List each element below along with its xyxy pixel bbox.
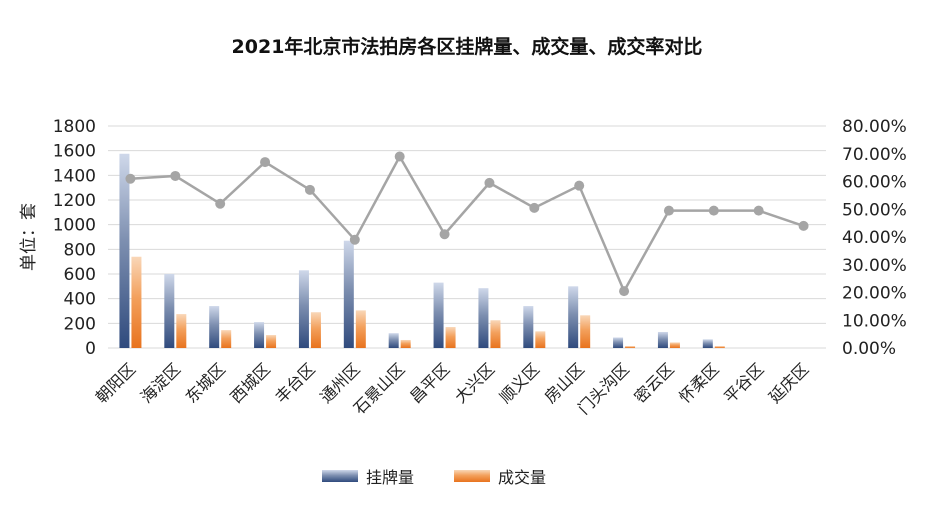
deal-bar xyxy=(176,314,187,348)
y-tick-label: 0 xyxy=(85,339,96,359)
y2-tick-label: 60.00% xyxy=(842,173,907,193)
category-label: 昌平区 xyxy=(406,359,453,406)
category-label: 顺义区 xyxy=(496,359,543,406)
y2-tick-label: 20.00% xyxy=(842,284,907,304)
y-tick-label: 600 xyxy=(64,265,96,285)
deal-bar xyxy=(266,335,277,348)
deal-bar xyxy=(535,331,546,348)
legend: 挂牌量 成交量 xyxy=(322,468,546,487)
listing-bar xyxy=(388,333,399,348)
rate-point xyxy=(484,177,495,188)
y2-tick-label: 10.00% xyxy=(842,311,907,331)
rate-point xyxy=(529,202,540,213)
category-label: 东城区 xyxy=(182,359,229,406)
listing-bar xyxy=(523,306,534,348)
rate-point xyxy=(125,173,136,184)
y-tick-label: 1200 xyxy=(53,191,96,211)
category-label: 大兴区 xyxy=(451,359,498,406)
rate-point xyxy=(708,205,719,216)
deal-bar xyxy=(625,346,636,348)
listing-bar xyxy=(164,274,175,348)
y-tick-label: 1400 xyxy=(53,166,96,186)
legend-label: 挂牌量 xyxy=(366,468,414,487)
listing-bar xyxy=(657,331,668,348)
rate-line xyxy=(125,151,809,297)
category-label: 平谷区 xyxy=(720,359,767,406)
chart-title: 2021年北京市法拍房各区挂牌量、成交量、成交率对比 xyxy=(232,35,703,58)
rate-point xyxy=(260,157,271,168)
category-label: 密云区 xyxy=(630,359,677,406)
y2-tick-label: 70.00% xyxy=(842,145,907,165)
deal-bar xyxy=(669,342,680,348)
deal-bar xyxy=(714,346,725,348)
y-tick-label: 1000 xyxy=(53,216,96,236)
rate-point xyxy=(215,198,226,209)
y-tick-label: 800 xyxy=(64,240,96,260)
category-label: 延庆区 xyxy=(765,359,812,406)
listing-bar xyxy=(254,322,265,348)
category-label: 朝阳区 xyxy=(92,359,139,406)
listing-bar xyxy=(613,337,624,348)
category-label: 怀柔区 xyxy=(675,359,722,406)
deal-bar xyxy=(490,320,501,348)
rate-point xyxy=(574,180,585,191)
y2-tick-label: 80.00% xyxy=(842,117,907,137)
deal-bar xyxy=(131,256,142,348)
deal-bar xyxy=(400,339,411,348)
y-tick-label: 200 xyxy=(64,314,96,334)
deal-bar xyxy=(580,315,591,348)
rate-point xyxy=(753,205,764,216)
rate-point xyxy=(663,205,674,216)
rate-point xyxy=(349,234,360,245)
legend-swatch xyxy=(454,470,490,482)
category-label: 丰台区 xyxy=(271,359,318,406)
y2-tick-label: 0.00% xyxy=(842,339,896,359)
y2-axis-ticks: 0.00% 10.00% 20.00% 30.00% 40.00% 50.00% 60.00… xyxy=(842,117,907,359)
rate-point xyxy=(619,286,630,297)
y2-tick-label: 30.00% xyxy=(842,256,907,276)
deal-bar xyxy=(445,327,456,348)
y-axis-label: 单位：套 xyxy=(19,203,39,271)
rate-line-path xyxy=(130,153,804,294)
bars xyxy=(119,153,725,348)
listing-bar xyxy=(433,282,444,348)
rate-point xyxy=(170,170,181,181)
legend-label: 成交量 xyxy=(498,468,546,487)
listing-bar xyxy=(209,306,220,348)
gridlines xyxy=(108,125,826,349)
category-label: 西城区 xyxy=(227,359,274,406)
y-tick-label: 400 xyxy=(64,290,96,310)
y-tick-label: 1600 xyxy=(53,142,96,162)
x-axis-categories: 朝阳区海淀区东城区西城区丰台区通州区石景山区昌平区大兴区顺义区房山区门头沟区密云… xyxy=(92,359,813,418)
listing-bar xyxy=(298,270,309,348)
rate-point xyxy=(304,184,315,195)
deal-bar xyxy=(310,312,321,348)
listing-bar xyxy=(478,288,489,348)
y2-tick-label: 40.00% xyxy=(842,228,907,248)
listing-bar xyxy=(568,286,579,348)
rate-point xyxy=(798,220,809,231)
y2-tick-label: 50.00% xyxy=(842,200,907,220)
y-tick-label: 1800 xyxy=(53,117,96,137)
rate-point xyxy=(394,151,405,162)
deal-bar xyxy=(355,310,366,348)
rate-point xyxy=(439,229,450,240)
legend-swatch xyxy=(322,470,358,482)
y-axis-ticks: 0 200 400 600 800 1000 1200 1400 1600 1800 xyxy=(53,117,96,359)
category-label: 海淀区 xyxy=(137,359,184,406)
listing-bar xyxy=(702,339,713,348)
listing-bar xyxy=(119,153,130,348)
deal-bar xyxy=(221,330,232,348)
listing-bar xyxy=(343,240,354,348)
